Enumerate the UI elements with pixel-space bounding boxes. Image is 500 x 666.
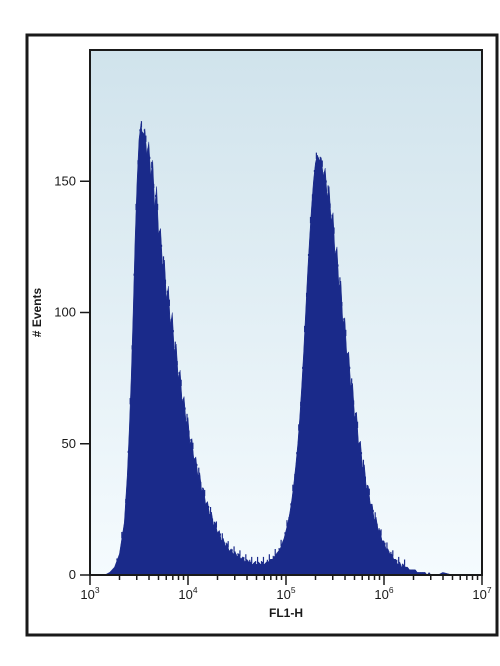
x-axis-title: FL1-H [269,606,303,620]
y-axis-title: # Events [30,287,44,337]
y-tick-label: 50 [62,436,76,451]
y-tick-label: 150 [54,173,76,188]
flow-histogram: 050100150# Events103104105106107FL1-H [12,12,500,666]
y-tick-label: 100 [54,305,76,320]
chart-container: 050100150# Events103104105106107FL1-H [0,0,500,654]
y-tick-label: 0 [69,567,76,582]
